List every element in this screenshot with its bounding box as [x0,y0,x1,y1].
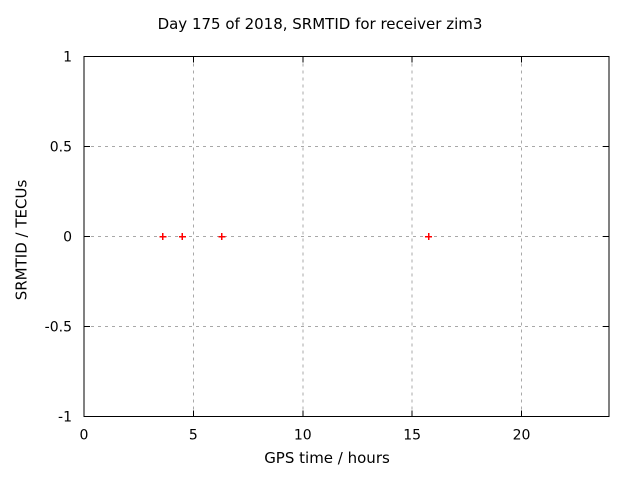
x-tick-label: 20 [513,428,531,444]
y-tick-label: -1 [58,410,72,426]
x-tick-label: 10 [294,428,312,444]
x-axis-label: GPS time / hours [264,449,390,467]
y-tick-label: 1 [63,50,72,66]
y-tick-label: 0.5 [50,140,72,156]
x-tick-label: 0 [80,428,89,444]
chart-title: Day 175 of 2018, SRMTID for receiver zim… [157,15,483,33]
x-tick-label: 5 [189,428,198,444]
x-tick-label: 15 [403,428,421,444]
y-tick-label: -0.5 [45,320,72,336]
y-tick-label: 0 [63,230,72,246]
